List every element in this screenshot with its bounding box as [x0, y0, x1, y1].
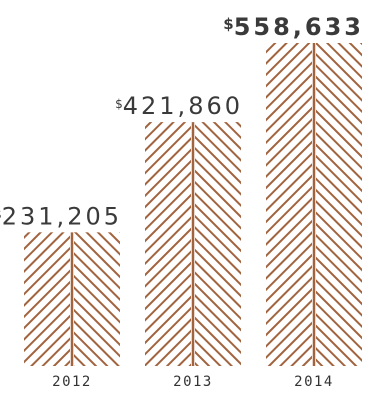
bar-left-half: [266, 43, 312, 366]
category-label-2014: 2014: [294, 374, 334, 390]
value-number: 558,633: [234, 13, 364, 41]
value-number: 421,860: [123, 92, 243, 120]
bar-left-half: [24, 232, 70, 366]
value-label-2013: $421,860: [115, 92, 243, 120]
bar-right-half: [195, 122, 241, 366]
bar-right-half: [316, 43, 362, 366]
value-label-2012: $231,205: [0, 202, 122, 230]
value-label-2014: $558,633: [223, 13, 364, 41]
bars-layer: [24, 43, 362, 366]
currency-symbol: $: [223, 15, 233, 33]
currency-symbol: $: [0, 207, 2, 221]
bar-2012: [24, 232, 120, 366]
value-number: 231,205: [2, 202, 122, 230]
bar-2014: [266, 43, 362, 366]
bar-right-half: [74, 232, 120, 366]
category-label-2012: 2012: [52, 374, 92, 390]
currency-symbol: $: [115, 97, 123, 111]
category-label-2013: 2013: [173, 374, 213, 390]
labels-layer: $231,205 2012 $421,860 2013 $558,633 2014: [0, 13, 364, 390]
bar-2013: [145, 122, 241, 366]
bar-left-half: [145, 122, 191, 366]
